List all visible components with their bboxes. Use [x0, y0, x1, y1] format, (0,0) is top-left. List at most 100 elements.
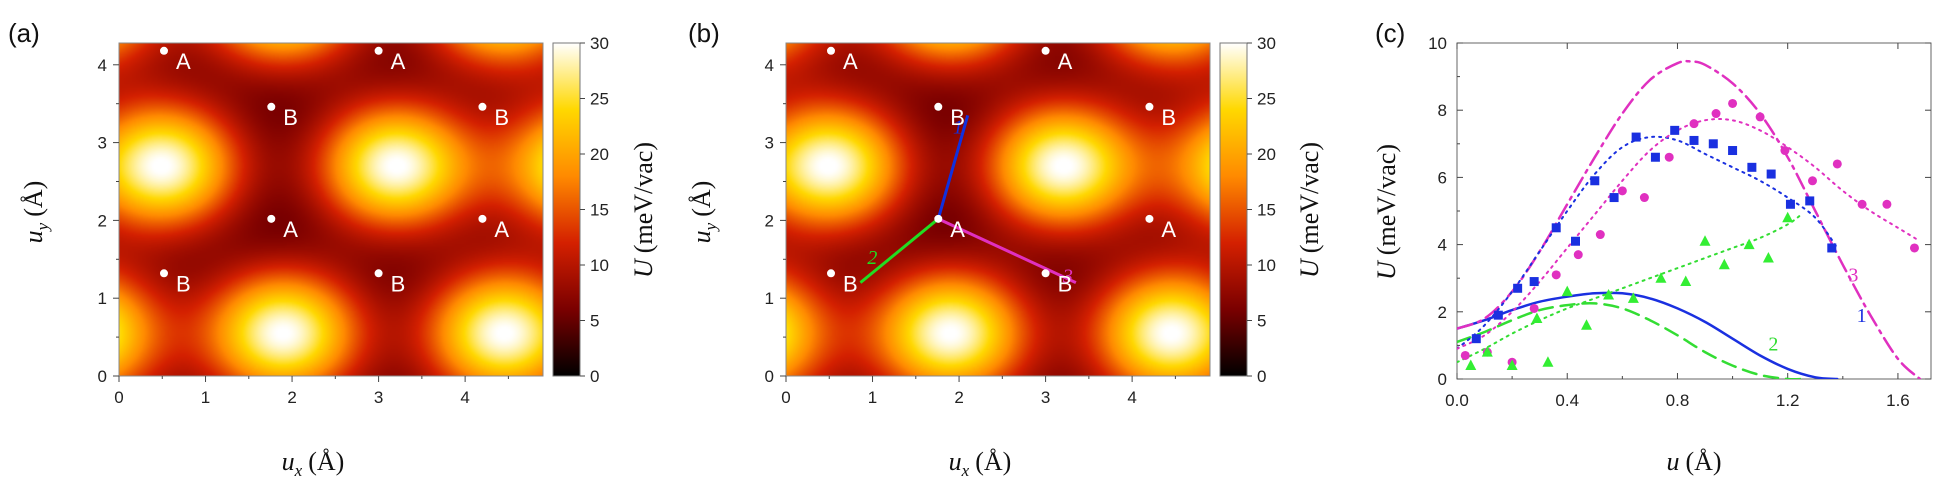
series-solid-0	[1457, 291, 1839, 379]
site-dot-b	[1145, 102, 1154, 111]
site-label: B	[176, 271, 191, 296]
triangle-marker	[1782, 211, 1794, 223]
circle-marker	[1460, 350, 1470, 360]
y-tick-label: 4	[1438, 236, 1447, 255]
circle-marker	[1529, 303, 1539, 313]
colorbar	[552, 42, 581, 377]
square-marker	[1493, 310, 1503, 320]
site-label: A	[950, 217, 965, 242]
colorbar-tick-label: 30	[1257, 34, 1276, 53]
plot-frame	[118, 42, 544, 377]
colorbar-tick-label: 20	[590, 145, 609, 164]
x-axis-label: ux (Å)	[949, 447, 1012, 480]
colorbar-tick-label: 0	[590, 367, 599, 386]
colorbar-a: 0 5 10 15 20 25 30 U(meV/vac)	[552, 34, 658, 386]
triangle-marker	[1718, 258, 1730, 270]
site-label: B	[391, 271, 406, 296]
circle-marker	[1573, 250, 1583, 260]
site-dot-b	[826, 269, 835, 278]
colorbar-ticks: 0 5 10 15 20 25 30	[580, 34, 609, 386]
circle-marker	[1832, 159, 1842, 169]
square-marker	[1747, 162, 1757, 172]
circle-marker	[1808, 176, 1817, 186]
site-markers-a: A A B B A A B B	[159, 46, 509, 296]
square-marker	[1551, 223, 1561, 233]
triangle-marker	[1481, 346, 1493, 357]
y-tick-label: 1	[98, 289, 107, 308]
circle-marker	[1711, 109, 1721, 119]
path-2-label: 2	[867, 247, 877, 269]
colorbar	[1219, 42, 1248, 377]
circle-marker	[1857, 199, 1867, 209]
circle-marker	[1595, 230, 1605, 240]
y-tick-label: 3	[765, 134, 774, 153]
colorbar-label: U(meV/vac)	[629, 142, 658, 278]
circle-marker	[1780, 146, 1790, 156]
site-label: A	[843, 49, 858, 74]
x-tick-label: 3	[1041, 388, 1050, 407]
circle-marker	[1909, 243, 1919, 253]
site-dot-a	[826, 46, 835, 55]
y-tick-label: 2	[98, 211, 107, 230]
triangle-marker	[1581, 319, 1593, 330]
triangle-marker	[1531, 312, 1543, 324]
square-marker	[1590, 176, 1600, 186]
curve-label-3: 3	[1848, 265, 1858, 287]
x-tick-label: 0.4	[1555, 391, 1579, 410]
x-tick-label: 1	[201, 388, 210, 407]
colorbar-tick-label: 5	[1257, 312, 1266, 331]
diffusion-paths: 1 2 3	[859, 114, 1077, 288]
x-tick-label: 0	[781, 388, 790, 407]
site-dot-b	[267, 102, 276, 111]
x-tick-label: 1	[868, 388, 877, 407]
site-dot-a	[934, 214, 943, 223]
site-dot-a	[1041, 46, 1050, 55]
triangle-marker	[1680, 275, 1692, 287]
curve-label-2: 2	[1768, 333, 1778, 355]
site-label: B	[950, 105, 965, 130]
series-dotted-5	[1457, 213, 1803, 364]
square-marker	[1631, 132, 1641, 142]
panel-label: (b)	[688, 18, 720, 48]
colorbar-label: U(meV/vac)	[1295, 142, 1324, 278]
y-axis-label: uy(Å)	[687, 181, 720, 244]
site-dot-b	[478, 102, 487, 111]
path-2-line	[859, 217, 940, 284]
circle-marker	[1689, 119, 1699, 129]
colorbar-tick-label: 10	[590, 256, 609, 275]
x-tick-label: 0.8	[1666, 391, 1690, 410]
triangle-marker	[1506, 359, 1518, 371]
colorbar-tick-label: 15	[590, 201, 609, 220]
site-dot-a	[374, 46, 383, 55]
path-1-label: 1	[953, 116, 963, 138]
circle-marker	[1882, 199, 1892, 209]
y-tick-label: 1	[765, 289, 774, 308]
triangle-marker	[1655, 272, 1667, 283]
x-tick-label: 0.0	[1445, 391, 1469, 410]
square-marker	[1471, 334, 1481, 344]
site-markers-b: A A B B A A B B	[826, 46, 1176, 296]
y-tick-label: 4	[98, 56, 107, 75]
site-dot-a	[478, 214, 487, 223]
panel-label: (a)	[8, 18, 40, 48]
y-tick-label: 2	[1438, 303, 1447, 322]
triangle-marker	[1465, 359, 1477, 371]
series-dotted-3	[1457, 135, 1839, 350]
site-label: B	[1058, 271, 1073, 296]
square-marker	[1571, 236, 1580, 246]
heatmap-a	[119, 43, 543, 376]
panel-a: (a) 0 1 2 3 4 0 1 2 3 4 A A B B A A B B ux (Å) uy(Å) 0 5 10…	[8, 18, 658, 480]
triangle-marker	[1603, 289, 1615, 300]
triangle-marker	[1699, 235, 1711, 246]
colorbar-ticks: 0 5 10 15 20 25 30	[1247, 34, 1276, 386]
plot-frame	[785, 42, 1211, 377]
colorbar-tick-label: 10	[1257, 256, 1276, 275]
square-marker	[1827, 243, 1837, 253]
colorbar-tick-label: 5	[590, 312, 599, 331]
y-tick-label: 10	[1428, 34, 1447, 53]
site-dot-a	[267, 214, 276, 223]
colorbar-b: 0 5 10 15 20 25 30 U(meV/vac)	[1219, 34, 1324, 386]
y-tick-label: 8	[1438, 101, 1447, 120]
panel-label: (c)	[1375, 18, 1405, 48]
y-tick-label: 0	[1438, 370, 1447, 389]
